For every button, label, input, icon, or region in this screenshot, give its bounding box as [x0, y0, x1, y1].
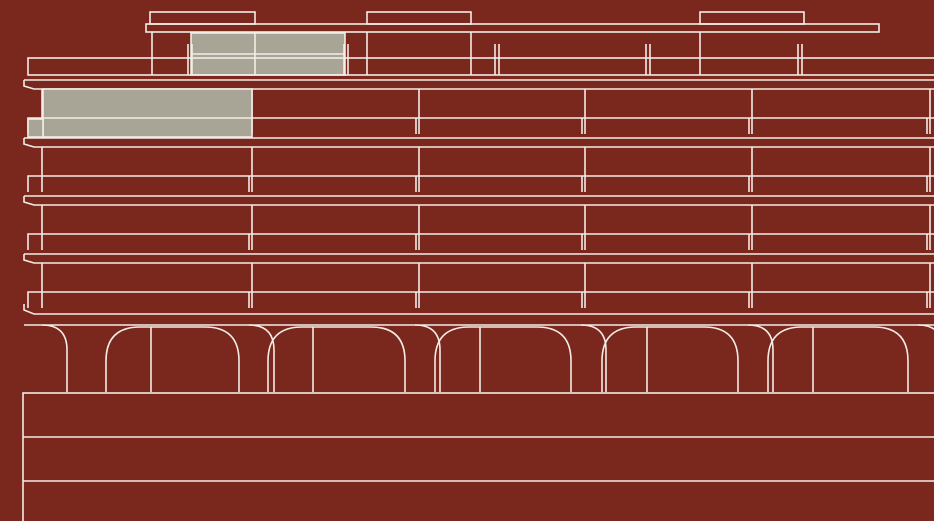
arch [434, 326, 572, 392]
glazing-panel-highlight [27, 118, 44, 138]
arch-3 [434, 326, 572, 392]
floor-4 [23, 253, 934, 308]
floor-3 [23, 195, 934, 250]
arch [601, 326, 739, 392]
floor-slab [23, 304, 934, 315]
floor-slab [23, 137, 934, 148]
floor-slab [23, 195, 934, 206]
rooftop [27, 11, 934, 76]
arch-2 [267, 326, 406, 392]
rooftop-parapet [27, 57, 934, 76]
floor-1 [23, 79, 934, 138]
pier [917, 324, 934, 331]
floor-2 [23, 137, 934, 192]
balcony-rail [27, 291, 934, 308]
arch [105, 326, 240, 392]
pier [41, 324, 68, 392]
rooftop-posts [151, 32, 803, 75]
arch [767, 326, 909, 392]
glazing-panel-highlight [42, 88, 253, 138]
pier [414, 324, 441, 392]
roof-slab [145, 23, 880, 33]
floor-slab [23, 253, 934, 264]
pier [248, 324, 275, 392]
arch-4 [601, 326, 739, 392]
arch-5 [767, 326, 909, 392]
pier [747, 324, 774, 392]
podium [22, 392, 934, 521]
arch [267, 326, 406, 392]
pier [580, 324, 607, 392]
balcony-rail [27, 175, 934, 192]
arch-1 [105, 326, 240, 392]
podium-outline [22, 392, 934, 521]
balcony-rail [27, 233, 934, 250]
floor-slab [23, 79, 934, 90]
arcade [24, 324, 934, 392]
floors [23, 79, 934, 315]
